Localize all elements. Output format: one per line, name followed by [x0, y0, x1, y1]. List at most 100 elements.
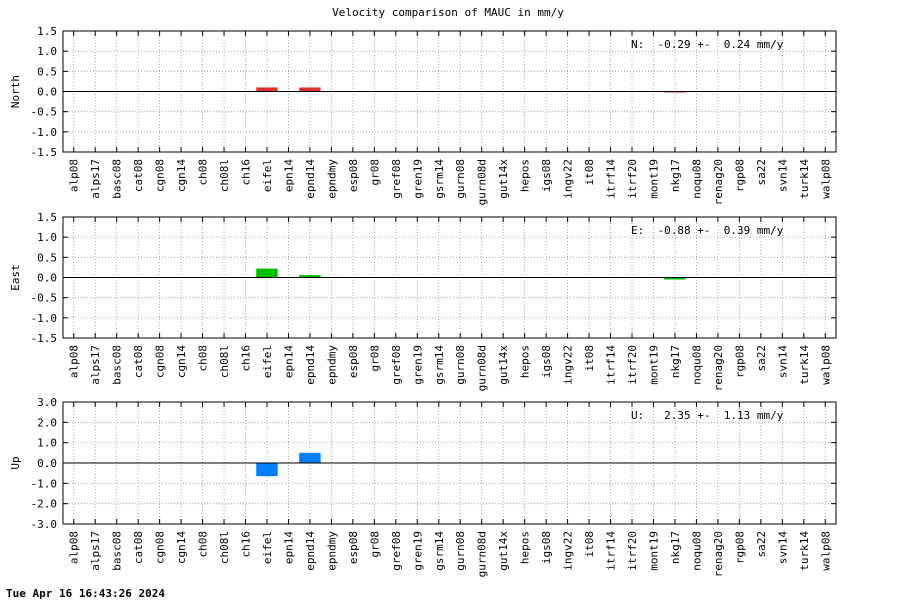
x-tick-label: alps17	[89, 159, 102, 199]
x-tick-label: eifel	[261, 345, 274, 378]
x-tick-label: eifel	[261, 159, 274, 192]
x-tick-label: gsrm14	[433, 531, 446, 571]
x-tick-label: gurn08	[454, 159, 467, 199]
x-tick-label: itrf20	[626, 531, 639, 571]
x-tick-label: walp08	[819, 159, 832, 199]
y-tick-label: 1.0	[37, 45, 57, 58]
bar	[256, 87, 278, 92]
x-tick-label: ch08	[197, 531, 210, 558]
x-tick-label: epndmy	[325, 159, 338, 199]
x-tick-label: cat08	[132, 531, 145, 564]
x-tick-label: gurn08	[454, 531, 467, 571]
x-tick-label: mont19	[647, 531, 660, 571]
x-tick-label: ingv22	[562, 345, 575, 385]
x-tick-label: nkg17	[669, 159, 682, 192]
x-tick-label: gr08	[368, 345, 381, 372]
x-tick-label: cat08	[132, 345, 145, 378]
x-tick-label: alp08	[68, 531, 81, 564]
x-tick-label: walp08	[819, 345, 832, 385]
x-tick-label: alps17	[89, 345, 102, 385]
x-tick-label: noqu08	[690, 531, 703, 571]
x-tick-label: ch08	[197, 159, 210, 186]
bar	[664, 277, 686, 280]
x-tick-label: turk14	[798, 345, 811, 385]
x-tick-label: esp08	[347, 159, 360, 192]
x-tick-label: svn14	[776, 531, 789, 564]
x-tick-label: hepos	[519, 159, 532, 192]
x-tick-label: gr08	[368, 531, 381, 558]
x-tick-label: basc08	[111, 159, 124, 199]
x-tick-label: gurn08	[454, 345, 467, 385]
x-tick-label: itrf14	[605, 345, 618, 385]
x-tick-label: sa22	[755, 345, 768, 372]
x-tick-label: renag20	[712, 345, 725, 391]
x-tick-label: cgn14	[175, 531, 188, 564]
x-tick-label: it08	[583, 531, 596, 558]
y-tick-label: -3.0	[31, 518, 58, 531]
y-tick-label: 3.0	[37, 396, 57, 409]
x-tick-label: ch08	[197, 345, 210, 372]
x-tick-label: gut14x	[497, 159, 510, 199]
x-tick-label: turk14	[798, 531, 811, 571]
annotation: E: -0.88 +- 0.39 mm/y	[631, 224, 784, 237]
x-tick-label: esp08	[347, 531, 360, 564]
x-tick-label: gsrm14	[433, 345, 446, 385]
x-tick-label: svn14	[776, 345, 789, 378]
x-tick-label: ch08l	[218, 345, 231, 378]
x-tick-label: cgn14	[175, 345, 188, 378]
x-tick-label: epn14	[282, 531, 295, 564]
y-tick-label: 1.5	[37, 25, 57, 38]
annotation: N: -0.29 +- 0.24 mm/y	[631, 38, 784, 51]
x-tick-label: igs08	[540, 531, 553, 564]
x-tick-label: epn14	[282, 345, 295, 378]
x-tick-label: hepos	[519, 531, 532, 564]
chart-title: Velocity comparison of MAUC in mm/y	[332, 6, 564, 19]
x-tick-label: gren19	[411, 531, 424, 571]
x-tick-label: ch16	[240, 531, 253, 558]
y-tick-label: 2.0	[37, 416, 57, 429]
x-tick-label: nkg17	[669, 531, 682, 564]
y-axis-label: North	[9, 75, 22, 108]
x-tick-label: mont19	[647, 345, 660, 385]
x-tick-label: nkg17	[669, 345, 682, 378]
x-tick-label: gsrm14	[433, 159, 446, 199]
x-tick-label: cgn08	[154, 159, 167, 192]
x-tick-label: epndmy	[325, 345, 338, 385]
y-axis-label: East	[9, 264, 22, 291]
x-tick-label: rgp08	[733, 345, 746, 378]
timestamp: Tue Apr 16 16:43:26 2024	[6, 587, 165, 600]
x-tick-label: epnd14	[304, 345, 317, 385]
y-tick-label: 0.5	[37, 251, 57, 264]
bar	[299, 275, 321, 278]
x-tick-label: epnd14	[304, 531, 317, 571]
y-tick-label: 0.0	[37, 272, 57, 285]
y-tick-label: -0.5	[31, 292, 58, 305]
x-tick-label: noqu08	[690, 159, 703, 199]
x-tick-label: gref08	[390, 345, 403, 385]
x-tick-label: gurn08d	[476, 345, 489, 391]
x-tick-label: basc08	[111, 345, 124, 385]
x-tick-label: basc08	[111, 531, 124, 571]
x-tick-label: it08	[583, 345, 596, 372]
x-tick-label: gref08	[390, 531, 403, 571]
y-tick-label: -1.0	[31, 126, 58, 139]
x-tick-label: epnd14	[304, 159, 317, 199]
y-tick-label: -0.5	[31, 106, 58, 119]
x-tick-label: epndmy	[325, 531, 338, 571]
x-tick-label: noqu08	[690, 345, 703, 385]
x-tick-label: ingv22	[562, 531, 575, 571]
x-tick-label: it08	[583, 159, 596, 186]
bar	[256, 463, 278, 477]
x-tick-label: hepos	[519, 345, 532, 378]
x-tick-label: itrf14	[605, 531, 618, 571]
x-tick-label: gren19	[411, 159, 424, 199]
y-tick-label: 0.0	[37, 86, 57, 99]
bar	[299, 452, 321, 463]
y-tick-label: -1.5	[31, 332, 58, 345]
x-tick-label: cgn14	[175, 159, 188, 192]
x-tick-label: rgp08	[733, 159, 746, 192]
x-tick-label: sa22	[755, 531, 768, 558]
x-tick-label: renag20	[712, 531, 725, 577]
x-tick-label: ch16	[240, 159, 253, 186]
